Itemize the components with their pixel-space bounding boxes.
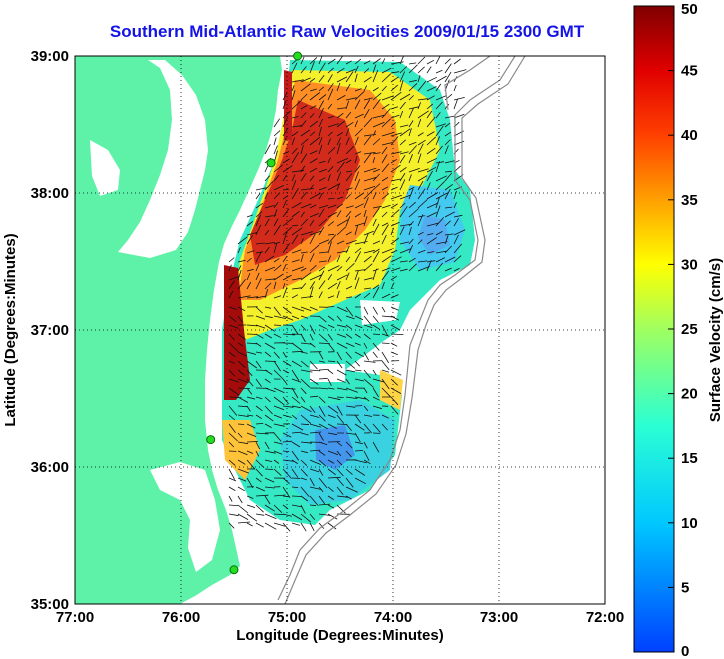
velocity-arrow-set [228, 56, 467, 532]
station-marker [229, 565, 239, 575]
station-marker [266, 158, 276, 168]
y-tick-label: 38:00 [31, 185, 69, 202]
x-tick-label: 77:00 [56, 609, 94, 626]
x-tick-label: 76:00 [162, 609, 200, 626]
y-axis-ticks: 39:00 38:00 37:00 36:00 35:00 [31, 48, 69, 613]
bay-lower [90, 140, 120, 196]
colorbar-tick-label: 25 [681, 321, 698, 338]
x-axis-label: Longitude (Degrees:Minutes) [236, 627, 444, 644]
x-tick-label: 74:00 [374, 609, 412, 626]
x-tick-label: 73:00 [480, 609, 518, 626]
colorbar-label: Surface Velocity (cm/s) [707, 258, 724, 422]
y-tick-label: 39:00 [31, 48, 69, 65]
y-tick-label: 36:00 [31, 459, 69, 476]
station-marker [206, 435, 216, 445]
colorbar-tick-label: 5 [681, 579, 689, 596]
colorbar-tick-label: 15 [681, 450, 698, 467]
plot-frame [74, 55, 606, 605]
y-axis-label: Latitude (Degrees:Minutes) [2, 233, 19, 426]
x-axis-ticks: 77:00 76:00 75:00 74:00 73:00 72:00 [56, 609, 624, 626]
colorbar-tick-label: 30 [681, 256, 698, 273]
station-markers [206, 51, 303, 575]
x-tick-label: 75:00 [268, 609, 306, 626]
bay-water [118, 60, 208, 258]
colorbar-tick-label: 50 [681, 1, 698, 18]
colorbar [633, 5, 675, 653]
sound-water [150, 462, 220, 572]
colorbar-tick-label: 35 [681, 192, 698, 209]
y-tick-label: 37:00 [31, 322, 69, 339]
colorbar-tick-label: 0 [681, 643, 689, 659]
colorbar-ticks: 0 5 10 15 20 25 30 35 40 45 50 [668, 1, 698, 659]
station-marker [293, 51, 303, 61]
colorbar-tick-label: 40 [681, 127, 698, 144]
colorbar-tick-label: 20 [681, 386, 698, 403]
land-mainland [75, 56, 282, 604]
colorbar-tick-label: 10 [681, 515, 698, 532]
velocity-vectors [228, 56, 467, 532]
x-tick-label: 72:00 [586, 609, 624, 626]
velocity-field [222, 60, 475, 525]
colorbar-tick-label: 45 [681, 63, 698, 80]
y-tick-label: 35:00 [31, 596, 69, 613]
grid [75, 56, 605, 604]
map-title: Southern Mid-Atlantic Raw Velocities 200… [109, 22, 585, 41]
bathymetry-contours [277, 56, 526, 604]
